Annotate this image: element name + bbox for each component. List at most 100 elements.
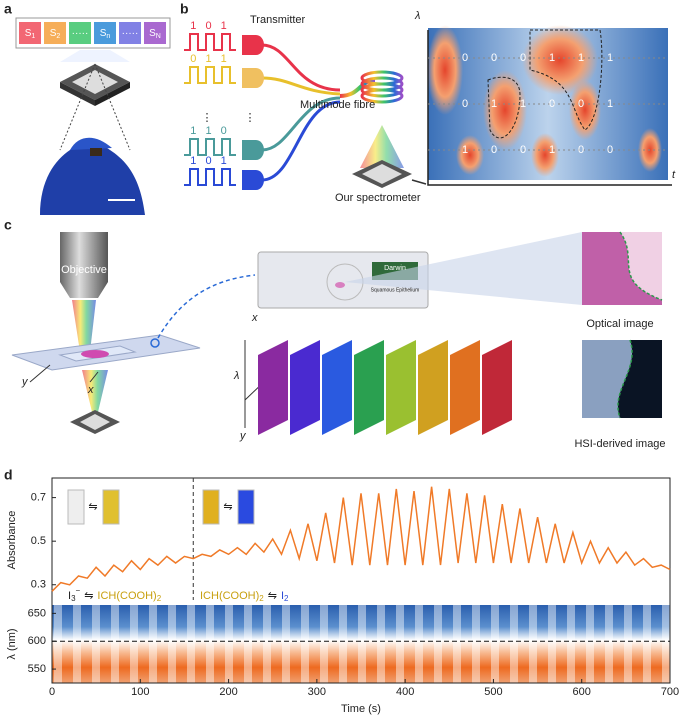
bit-label: 0 [491, 144, 497, 156]
reactant: ICH(COOH) [200, 590, 259, 602]
panel-label: c [4, 217, 12, 233]
channel-label: ····· [72, 28, 89, 39]
axis-lambda: λ [233, 370, 239, 382]
bit-label: 0 [520, 144, 526, 156]
tissue-images [582, 231, 663, 419]
arrow: ⇋ [268, 590, 277, 602]
hsi-label: HSI-derived image [574, 438, 665, 450]
reactant-sub: 3 [71, 594, 76, 603]
channel-box [94, 22, 116, 44]
bit-label: 1 [549, 144, 555, 156]
channel-label: ····· [122, 28, 139, 39]
bit-label: 1 [462, 144, 468, 156]
bit-label: 0 [462, 98, 468, 110]
arrow: ⇋ [88, 501, 97, 513]
axis-y: y [239, 430, 247, 442]
channel-sub: N [156, 33, 161, 40]
bit-label: 0 [607, 144, 613, 156]
code-label: 0 1 1 [190, 53, 229, 65]
product: I [281, 590, 284, 602]
channel-label: S2 [50, 28, 61, 40]
channel-base: S [149, 28, 156, 39]
objective-label: Objective [61, 264, 107, 276]
x-tick-label: 400 [396, 686, 414, 698]
x-tick-label: 700 [661, 686, 679, 698]
fibre-label: Multimode fibre [300, 99, 375, 111]
bit-label: 0 [578, 98, 584, 110]
x-tick-label: 100 [131, 686, 149, 698]
y-axis-label: λ (nm) [6, 628, 18, 659]
channel-sub: n [106, 33, 110, 40]
reaction: ICH(COOH)2 ⇋ I2 [200, 590, 289, 603]
reaction: I3− ⇋ ICH(COOH)2 [68, 586, 162, 603]
y-tick-label: 0.3 [31, 579, 46, 591]
channel-base: S [25, 28, 32, 39]
ellipsis: ⋮ [245, 112, 256, 124]
y-axis-label: Absorbance [6, 511, 18, 570]
plot-frame [51, 477, 671, 684]
channel-box [69, 22, 91, 44]
channel-box [19, 22, 41, 44]
code-wave [184, 33, 236, 51]
arrow: ⇋ [223, 501, 232, 513]
hyperspectral-cube [244, 340, 512, 435]
bit-label: 1 [549, 52, 555, 64]
panel-label: d [4, 467, 13, 483]
panel-label: b [180, 1, 189, 17]
channel-base: S [50, 28, 57, 39]
arrow: ⇋ [84, 590, 93, 602]
y-tick-label: 600 [28, 635, 46, 647]
chip-a [40, 50, 145, 215]
product: ICH(COOH) [97, 590, 156, 602]
channel-label: SN [149, 28, 161, 40]
bit-label: 1 [607, 98, 613, 110]
bit-label: 1 [607, 52, 613, 64]
code-wave [184, 138, 236, 156]
x-tick-label: 600 [573, 686, 591, 698]
bit-label: 1 [578, 52, 584, 64]
code-wave [184, 66, 236, 84]
microscope [11, 232, 256, 434]
product-sub: 2 [284, 594, 289, 603]
x-tick-label: 300 [308, 686, 326, 698]
channel-sub: 2 [56, 33, 60, 40]
reactant: I [68, 590, 71, 602]
reactant-sup: − [76, 586, 81, 595]
light-cone [360, 125, 404, 168]
x-tick-label: 500 [484, 686, 502, 698]
code-wave [184, 168, 236, 186]
channel-label: Sn [100, 28, 111, 40]
bit-label: 0 [462, 52, 468, 64]
bit-label: 0 [578, 144, 584, 156]
transmitter-label: Transmitter [250, 14, 306, 26]
channel-base: S [100, 28, 107, 39]
channel-base: ····· [72, 28, 89, 39]
cuvettes [67, 489, 255, 525]
y-tick-label: 0.5 [31, 535, 46, 547]
heatmap-oscillation [52, 605, 670, 683]
code-label: 1 0 1 [190, 155, 229, 167]
channel-box [119, 22, 141, 44]
y-tick-label: 550 [28, 663, 46, 675]
panel-label: a [4, 1, 12, 17]
bit-label: 0 [549, 98, 555, 110]
y-tick-label: 0.7 [31, 492, 46, 504]
axis-y: y [21, 376, 29, 388]
axis-x: x [87, 384, 94, 396]
spectrometer-label: Our spectrometer [335, 192, 421, 204]
channel-base: ····· [122, 28, 139, 39]
slide-text: Squamous Epithelium [371, 287, 420, 293]
bit-label: 0 [520, 52, 526, 64]
x-tick-label: 0 [49, 686, 55, 698]
axis-t: t [672, 169, 676, 181]
axis-x: x [251, 312, 258, 324]
transmitters [242, 35, 264, 190]
axis-lambda: λ [414, 10, 420, 22]
slide-brand: Darwin [384, 265, 406, 272]
channel-box [44, 22, 66, 44]
bit-label: 1 [491, 98, 497, 110]
chip-b [352, 160, 427, 188]
x-tick-label: 200 [219, 686, 237, 698]
y-tick-label: 650 [28, 607, 46, 619]
code-label: 1 0 1 [190, 20, 229, 32]
